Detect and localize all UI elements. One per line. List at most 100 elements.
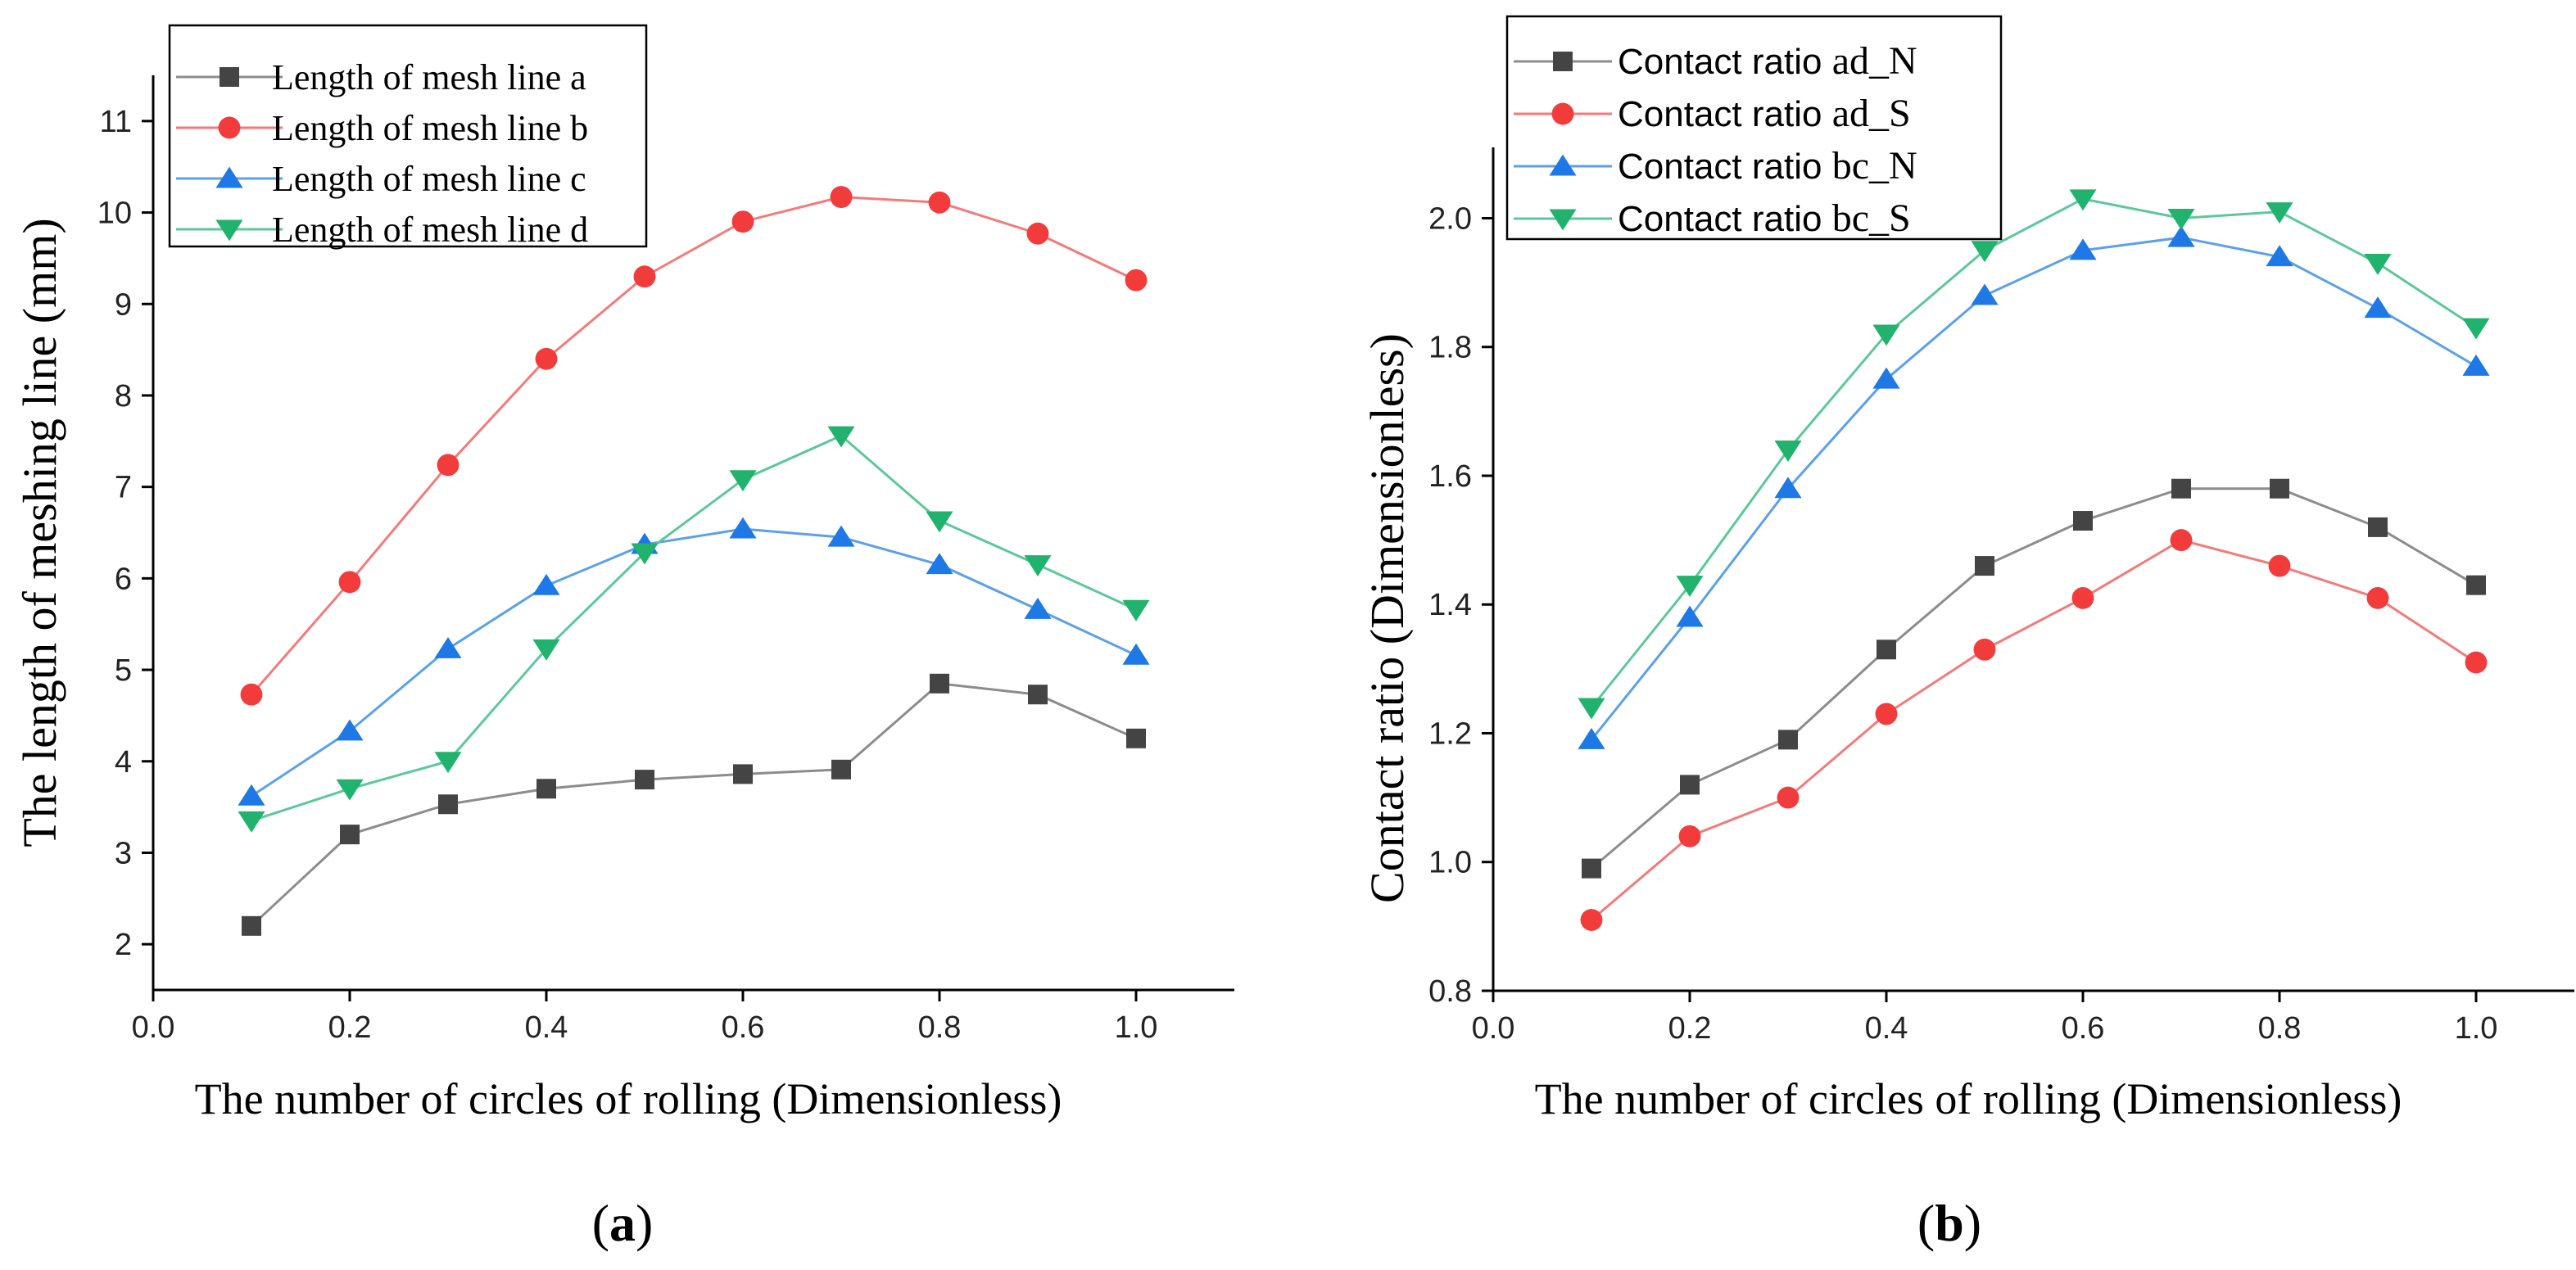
- legend-label-suffix: ad_N: [1832, 39, 1917, 83]
- data-point: [336, 779, 364, 801]
- data-point: [827, 426, 855, 448]
- legend-marker: [1549, 209, 1577, 231]
- legend-box: [168, 24, 648, 248]
- data-point: [240, 683, 263, 706]
- data-point: [1774, 441, 1802, 462]
- x-tick-label: 1.0: [1115, 1010, 1158, 1045]
- y-tick-label: 2.0: [1428, 201, 1472, 236]
- x-tick-label: 0.0: [1472, 1011, 1515, 1046]
- data-point: [1778, 730, 1798, 750]
- data-point: [1872, 324, 1900, 346]
- legend-label: Length of mesh line c: [272, 159, 586, 199]
- data-point: [635, 770, 654, 790]
- data-point: [2364, 296, 2392, 319]
- data-point: [2266, 202, 2293, 224]
- legend-label: Contact ratio bc_N: [1618, 144, 1917, 188]
- data-point: [532, 573, 560, 595]
- data-point: [238, 811, 265, 833]
- data-point: [1580, 909, 1603, 931]
- data-point: [242, 915, 261, 936]
- data-point: [2465, 651, 2488, 674]
- data-point: [2170, 529, 2193, 552]
- data-point: [930, 673, 949, 694]
- panel-label: (b): [1917, 1194, 1981, 1252]
- y-tick-label: 7: [115, 471, 132, 505]
- legend-marker: [215, 166, 243, 188]
- y-tick-label: 1.8: [1428, 331, 1472, 365]
- data-point: [1678, 825, 1701, 847]
- x-tick-label: 0.6: [2062, 1011, 2105, 1046]
- data-point: [827, 525, 855, 547]
- data-point: [2364, 254, 2392, 275]
- data-point: [830, 186, 853, 209]
- panel-label-letter: a: [609, 1194, 636, 1252]
- panel-label: (a): [592, 1194, 654, 1252]
- legend-marker: [1549, 154, 1577, 176]
- x-axis-label: The number of circles of rolling (Dimens…: [1535, 1074, 2402, 1123]
- y-tick-label: 1.0: [1428, 846, 1472, 880]
- series-line-2: [250, 196, 1137, 696]
- data-point: [633, 265, 656, 288]
- data-point: [831, 759, 851, 780]
- data-point: [1126, 728, 1146, 748]
- panel-label-paren: ): [636, 1194, 653, 1252]
- data-point: [535, 347, 558, 370]
- x-tick-label: 0.6: [722, 1010, 765, 1045]
- legend-box: [1505, 15, 2003, 241]
- data-point: [2462, 354, 2490, 376]
- data-point: [928, 191, 951, 214]
- legend-label: Contact ratio ad_S: [1618, 92, 1911, 135]
- data-point: [434, 752, 462, 774]
- y-tick-label: 0.8: [1428, 974, 1472, 1009]
- data-point: [1877, 640, 1896, 660]
- y-tick-label: 1.2: [1428, 716, 1472, 751]
- y-tick-label: 3: [115, 836, 132, 870]
- series-line-3: [251, 527, 1137, 798]
- y-tick-label: 2: [115, 928, 132, 962]
- data-point: [2171, 478, 2191, 499]
- legend-label-main: Contact ratio: [1618, 147, 1832, 187]
- data-point: [2073, 511, 2093, 531]
- data-point: [2167, 208, 2195, 230]
- series-line-3: [1590, 236, 2477, 741]
- data-point: [733, 764, 753, 784]
- panel-a: 2 3 4 5 6 7 8 9 10 11 0.0 0.2 0.4 0.6 0.8 1.0 The number…: [13, 24, 1234, 1252]
- data-point: [437, 454, 460, 477]
- legend-label-suffix: bc_S: [1832, 197, 1911, 240]
- data-point: [1971, 241, 1999, 263]
- data-point: [1676, 605, 1704, 627]
- legend-marker: [1553, 52, 1573, 71]
- data-point: [1777, 786, 1800, 809]
- data-point: [2266, 245, 2293, 267]
- data-point: [2462, 318, 2490, 340]
- series-line-2: [1591, 539, 2477, 921]
- data-point: [1578, 698, 1605, 720]
- x-tick-label: 0.2: [1668, 1011, 1712, 1046]
- data-point: [338, 571, 361, 594]
- data-point: [1028, 685, 1048, 705]
- data-point: [2071, 586, 2094, 609]
- legend-label: Contact ratio bc_S: [1618, 197, 1911, 240]
- data-point: [1122, 643, 1150, 665]
- legend-label: Length of mesh line d: [272, 210, 588, 250]
- data-point: [2167, 225, 2195, 247]
- legend-label-main: Contact ratio: [1618, 94, 1832, 134]
- data-point: [631, 543, 659, 565]
- data-point: [2466, 575, 2486, 595]
- data-point: [2268, 554, 2291, 577]
- data-point: [926, 511, 953, 533]
- series-line-1: [1591, 487, 2477, 870]
- y-tick-label: 8: [115, 379, 132, 414]
- data-point: [729, 470, 757, 492]
- data-point: [2069, 189, 2097, 211]
- data-point: [1774, 477, 1802, 499]
- data-point: [336, 719, 364, 741]
- y-axis-label: The length of meshing line (mm): [13, 218, 66, 847]
- legend-label-main: Contact ratio: [1618, 199, 1832, 239]
- panel-label-paren: ): [1964, 1194, 1981, 1252]
- data-point: [2270, 478, 2289, 499]
- legend-label-suffix: bc_N: [1832, 144, 1917, 188]
- data-point: [1875, 703, 1898, 725]
- data-point: [729, 517, 757, 539]
- x-tick-label: 0.8: [2258, 1011, 2302, 1046]
